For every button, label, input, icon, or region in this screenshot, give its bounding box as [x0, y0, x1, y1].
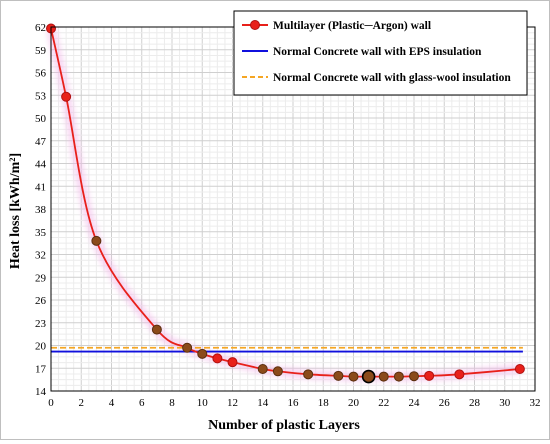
x-tick-label: 10	[197, 397, 209, 409]
data-point	[424, 370, 435, 381]
y-tick-label: 17	[35, 363, 47, 375]
y-tick-label: 20	[35, 341, 47, 353]
x-tick-label: 4	[109, 397, 115, 409]
y-tick-label: 50	[35, 113, 47, 125]
data-point	[272, 366, 283, 377]
x-tick-label: 6	[139, 397, 145, 409]
legend-marker-multilayer	[250, 20, 260, 30]
data-point-minimum	[361, 369, 376, 384]
x-tick-label: 18	[318, 397, 330, 409]
data-point	[393, 371, 404, 382]
x-tick-label: 8	[169, 397, 175, 409]
y-tick-label: 26	[35, 295, 47, 307]
data-point	[303, 369, 314, 380]
x-tick-label: 12	[227, 397, 238, 409]
y-tick-label: 14	[35, 386, 47, 398]
x-tick-label: 14	[257, 397, 269, 409]
data-points	[46, 23, 525, 384]
data-point	[333, 370, 344, 381]
data-point	[227, 357, 238, 368]
legend: Multilayer (Plastic─Argon) wall Normal C…	[233, 10, 528, 96]
x-tick-label: 16	[288, 397, 300, 409]
x-tick-label: 24	[409, 397, 421, 409]
x-tick-label: 26	[439, 397, 451, 409]
y-tick-label: 59	[35, 45, 47, 57]
y-tick-label: 56	[35, 68, 47, 80]
grid-lines	[50, 26, 536, 392]
y-tick-label: 38	[35, 204, 47, 216]
data-point	[61, 91, 72, 102]
y-axis-title: Heat loss [kWh/m²]	[8, 153, 23, 269]
y-tick-label: 35	[35, 227, 47, 239]
data-point	[514, 364, 525, 375]
x-axis-title: Number of plastic Layers	[208, 418, 360, 433]
y-tick-label: 32	[35, 250, 46, 262]
legend-box	[233, 10, 528, 96]
y-tick-label: 53	[35, 90, 47, 102]
x-tick-label: 22	[378, 397, 389, 409]
y-tick-label: 44	[35, 159, 47, 171]
data-point	[197, 348, 208, 359]
legend-label-glasswool: Normal Concrete wall with glass-wool ins…	[273, 72, 511, 84]
data-point	[182, 342, 193, 353]
data-point	[409, 371, 419, 382]
y-tick-labels: 14 17 20 23 26 29 32 35 38 41 44 47 50 53 56 59 62	[35, 22, 47, 398]
data-point	[91, 235, 102, 246]
data-point	[212, 353, 223, 364]
y-tick-label: 47	[35, 136, 47, 148]
data-point	[257, 364, 268, 375]
x-tick-label: 28	[469, 397, 481, 409]
y-tick-label: 62	[35, 22, 46, 34]
x-tick-label: 32	[530, 397, 541, 409]
y-tick-label: 29	[35, 272, 47, 284]
data-point	[151, 324, 162, 335]
x-tick-label: 2	[79, 397, 85, 409]
data-point	[378, 371, 389, 382]
y-tick-label: 41	[35, 181, 46, 193]
reference-lines	[51, 346, 523, 353]
data-point	[348, 371, 359, 382]
legend-label-eps: Normal Concrete wall with EPS insulation	[273, 46, 482, 58]
x-tick-label: 20	[348, 397, 360, 409]
x-tick-label: 0	[48, 397, 54, 409]
x-tick-labels: 0 2 4 6 8 10 12 14 16 18 20 22 24 26 28 30 32	[48, 397, 540, 409]
legend-label-multilayer: Multilayer (Plastic─Argon) wall	[273, 20, 431, 32]
x-tick-label: 30	[499, 397, 511, 409]
data-point	[454, 369, 465, 380]
y-tick-label: 23	[35, 318, 47, 330]
